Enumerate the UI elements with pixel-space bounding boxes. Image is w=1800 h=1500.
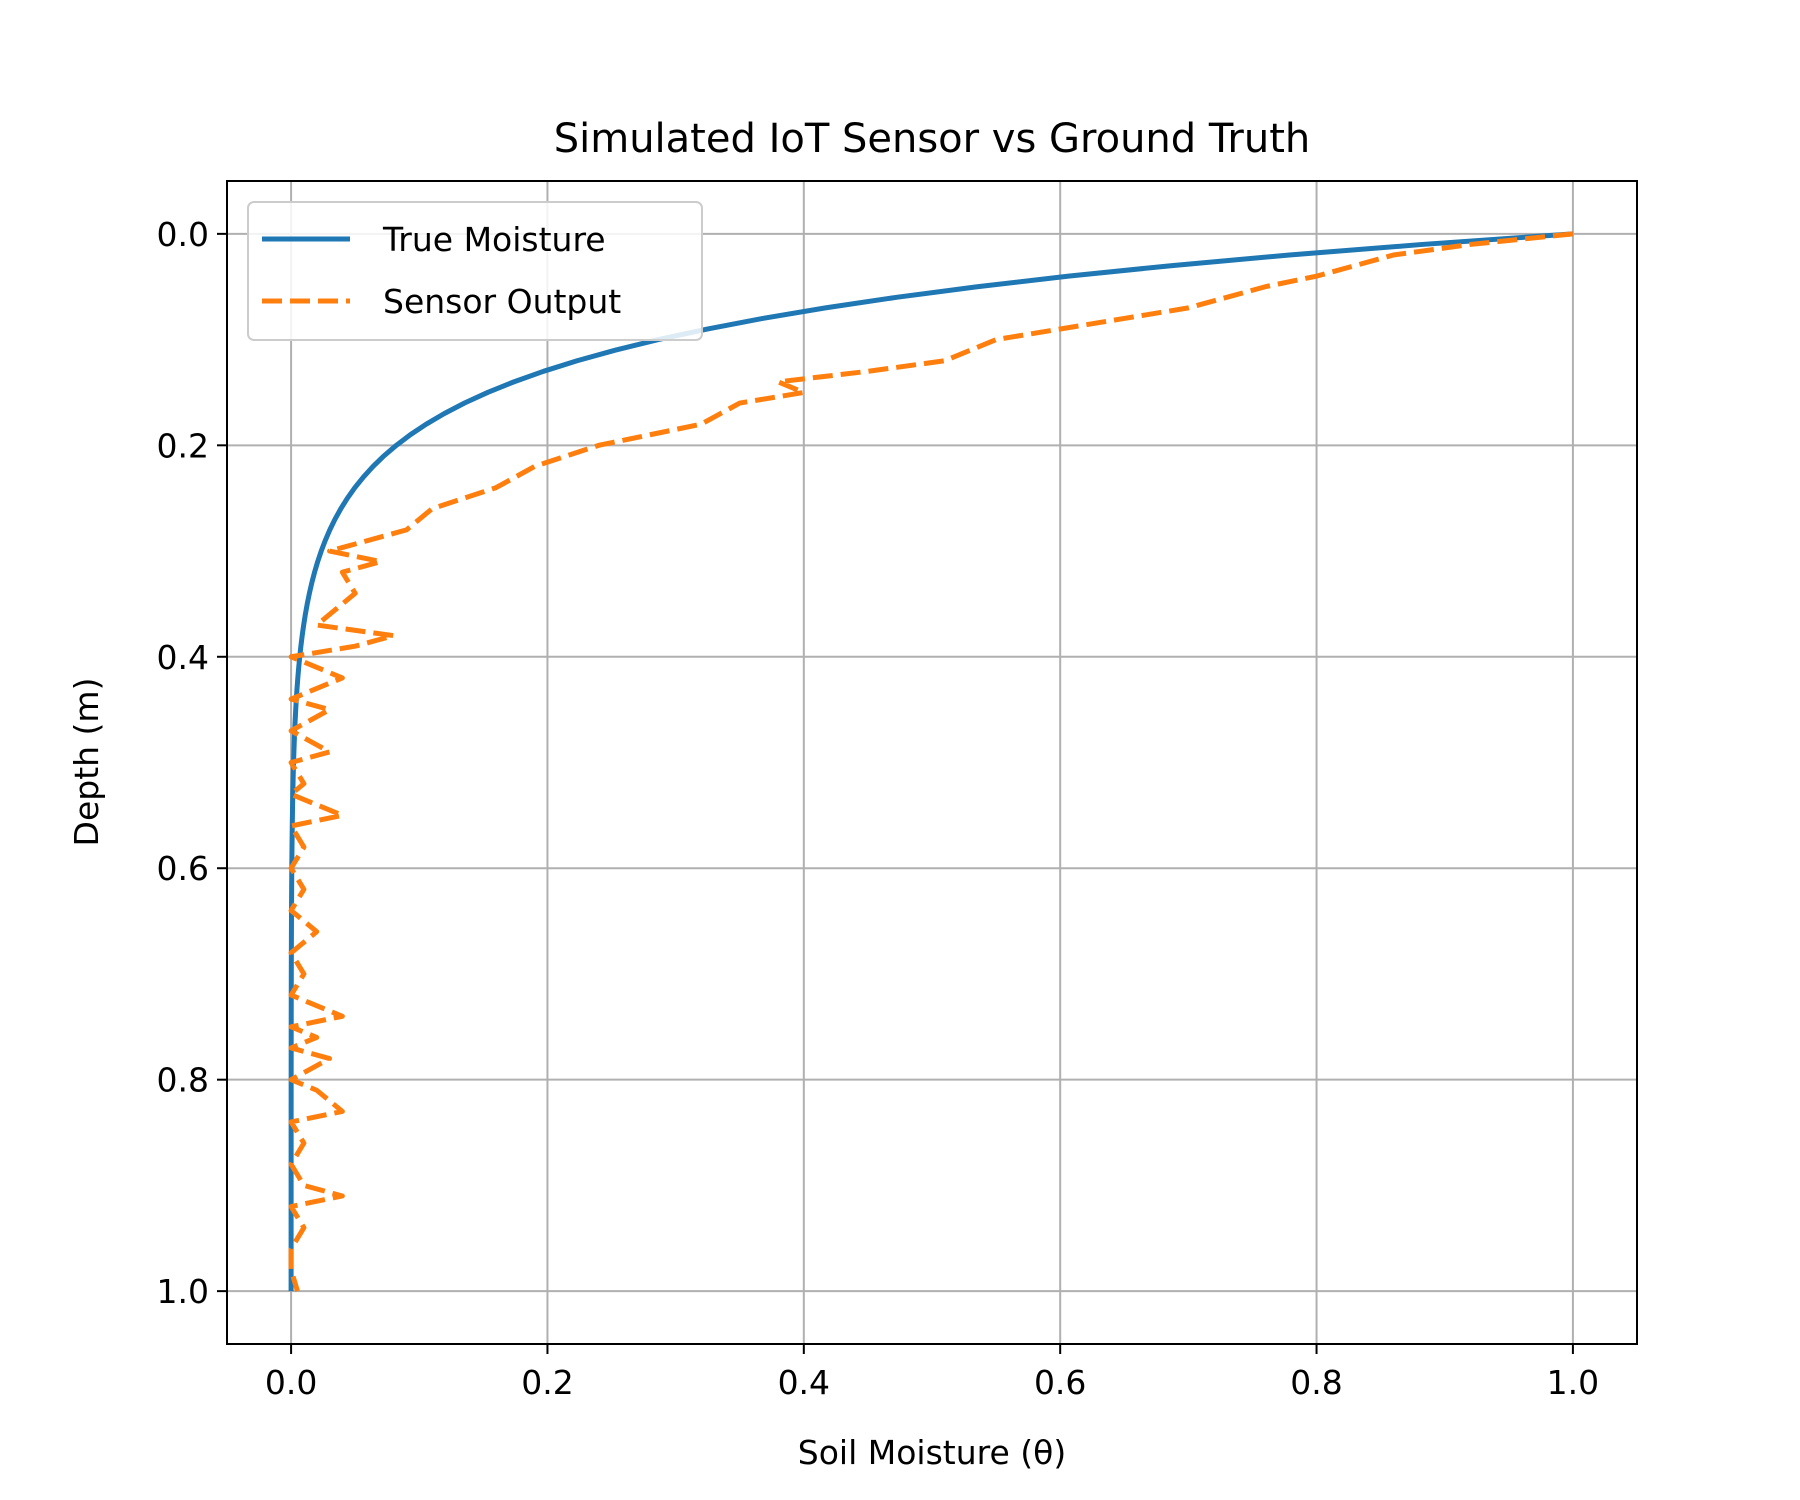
grid [227,181,1637,1344]
y-axis: 0.0 0.2 0.4 0.6 0.8 1.0 [157,215,227,1311]
x-axis: 0.0 0.2 0.4 0.6 0.8 1.0 [265,1344,1599,1402]
series-layer [288,231,1574,1292]
x-tick-label: 1.0 [1547,1363,1599,1402]
legend-label-sensor-output: Sensor Output [383,282,621,321]
x-tick-label: 0.2 [521,1363,573,1402]
x-axis-label: Soil Moisture (θ) [798,1433,1066,1472]
y-axis-label: Depth (m) [67,678,106,847]
x-tick-label: 0.6 [1034,1363,1086,1402]
y-tick-label: 0.4 [157,638,209,677]
chart-title: Simulated IoT Sensor vs Ground Truth [554,116,1311,162]
legend-label-true-moisture: True Moisture [382,220,606,259]
x-tick-label: 0.0 [265,1363,317,1402]
y-tick-label: 1.0 [157,1272,209,1311]
legend-box [247,201,703,341]
x-tick-label: 0.8 [1290,1363,1342,1402]
y-tick-label: 0.6 [157,849,209,888]
legend: True Moisture Sensor Output [247,201,703,341]
x-tick-label: 0.4 [778,1363,830,1402]
y-tick-label: 0.0 [157,215,209,254]
y-tick-label: 0.8 [157,1061,209,1100]
y-tick-label: 0.2 [157,426,209,465]
series-line-sensor-output [288,231,1574,1292]
plot-frame [226,180,1638,1345]
